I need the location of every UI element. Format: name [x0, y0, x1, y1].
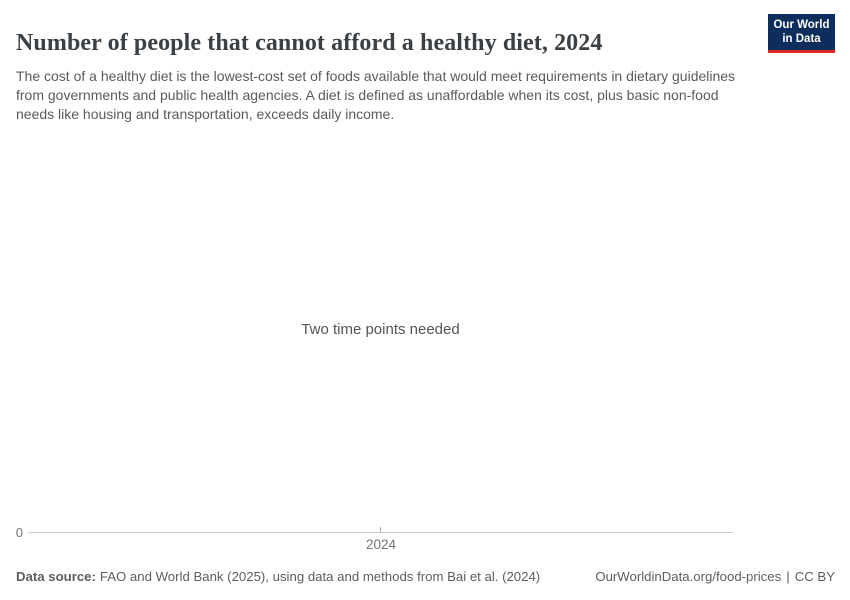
x-axis-tick-mark	[380, 527, 381, 532]
owid-logo-line1: Our World	[773, 19, 830, 31]
license-badge: CC BY	[794, 569, 835, 584]
owid-logo[interactable]: Our World in Data	[768, 14, 835, 53]
attribution-line: OurWorldinData.org/food-prices | CC BY	[595, 569, 835, 585]
chart-subtitle: The cost of a healthy diet is the lowest…	[16, 68, 736, 122]
owid-url-link[interactable]: OurWorldinData.org/food-prices	[595, 569, 782, 584]
chart-title: Number of people that cannot afford a he…	[16, 30, 603, 57]
x-axis-tick-label: 2024	[365, 537, 397, 552]
empty-chart-message: Two time points needed	[301, 321, 460, 338]
owid-logo-line2: in Data	[782, 32, 821, 45]
data-source-label: Data source:	[16, 569, 96, 584]
y-axis-tick-label: 0	[15, 525, 23, 540]
footer-separator: |	[786, 569, 790, 584]
x-axis-line	[28, 532, 733, 533]
chart-footer: Data source: FAO and World Bank (2025), u…	[16, 569, 835, 585]
data-source-line: Data source: FAO and World Bank (2025), u…	[16, 569, 540, 585]
data-source-text: FAO and World Bank (2025), using data an…	[99, 569, 541, 584]
